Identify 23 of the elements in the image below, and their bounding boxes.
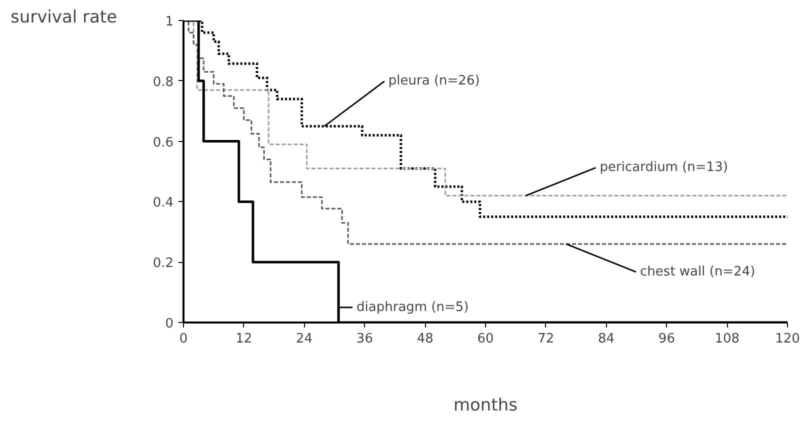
x-tick-label: 96 — [658, 332, 675, 346]
y-tick-label: 1 — [165, 14, 174, 30]
annotation: diaphragm (n=5) — [356, 300, 469, 315]
annotation: pleura (n=26) — [388, 74, 480, 89]
y-tick-label: 0.2 — [152, 256, 174, 272]
y-axis-title: survival rate — [10, 8, 118, 28]
x-axis-title: months — [453, 396, 518, 416]
y-tick-label: 0 — [165, 316, 174, 332]
x-tick-label: 84 — [598, 332, 615, 346]
annotation: pericardium (n=13) — [600, 160, 728, 176]
x-tick-label: 60 — [477, 332, 494, 346]
x-tick-label: 120 — [775, 332, 800, 346]
x-tick-label: 108 — [714, 332, 740, 346]
annotation: chest wall (n=24) — [640, 264, 756, 280]
x-tick-label: 0 — [179, 332, 188, 346]
x-tick-label: 48 — [416, 332, 434, 346]
x-tick-label: 24 — [296, 332, 313, 346]
y-tick-label: 0.4 — [152, 196, 174, 211]
x-tick-label: 36 — [356, 332, 373, 346]
x-tick-label: 12 — [236, 332, 252, 346]
y-tick-label: 0.8 — [152, 74, 174, 90]
x-tick-label: 72 — [538, 332, 554, 346]
y-tick-label: 0.6 — [152, 135, 174, 150]
